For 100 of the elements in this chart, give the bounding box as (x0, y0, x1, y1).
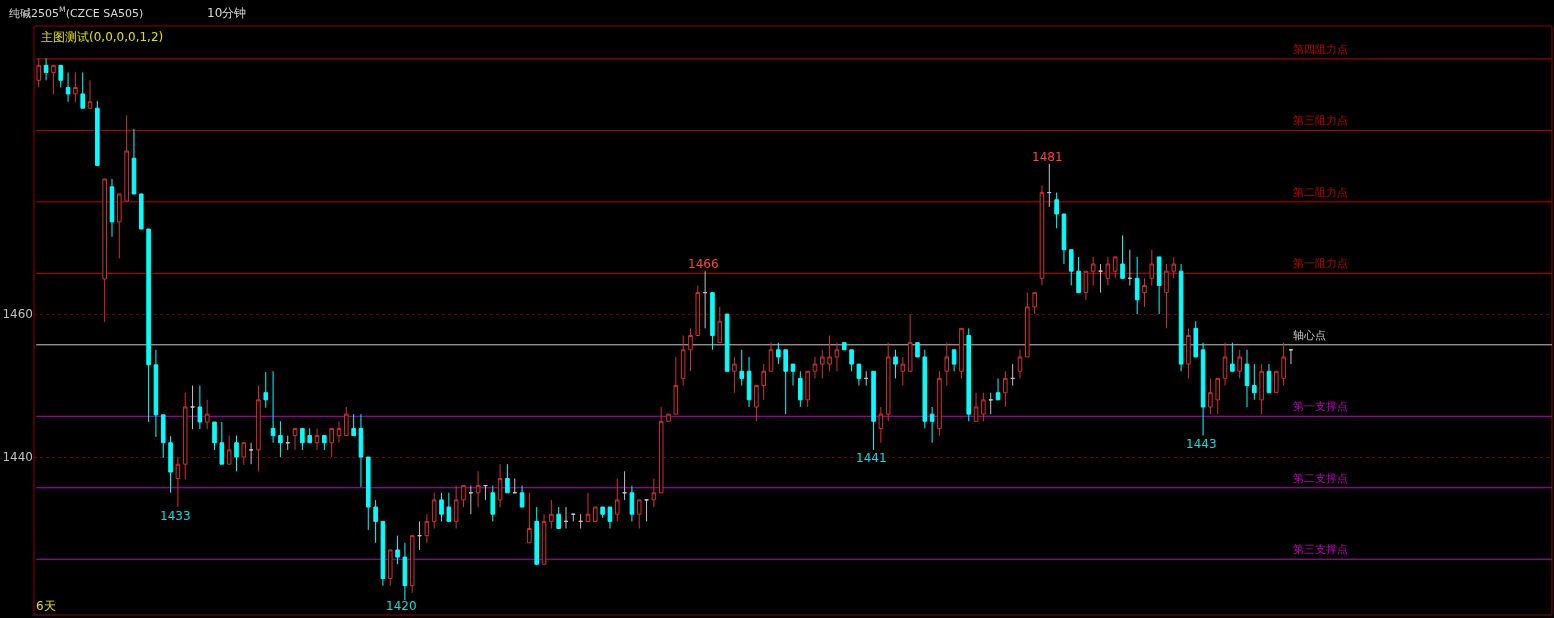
candlestick (805, 370, 810, 408)
candlestick (197, 385, 203, 430)
candlestick (732, 356, 737, 394)
candlestick (644, 499, 649, 522)
candlestick (893, 349, 898, 379)
candlestick (966, 327, 972, 422)
candlestick (468, 485, 474, 515)
candlestick (373, 499, 378, 544)
candlestick (519, 485, 525, 508)
candlestick (776, 342, 781, 365)
candlestick (1010, 363, 1015, 387)
candlestick (556, 506, 561, 530)
candlestick (439, 492, 444, 522)
candlestick (395, 535, 400, 565)
ref-line-label: 第四阻力点 (1293, 43, 1348, 56)
candlestick (307, 427, 312, 444)
candlestick (710, 292, 715, 351)
candlestick (534, 506, 539, 565)
candlestick (73, 71, 78, 103)
candlestick (1222, 342, 1228, 387)
annotation: 1420 (386, 599, 417, 613)
candlestick (768, 342, 774, 372)
candlestick (446, 492, 452, 522)
candlestick (622, 470, 627, 501)
candlestick (160, 414, 166, 459)
candlestick (959, 327, 964, 379)
candlestick (944, 342, 950, 387)
candlestick (248, 442, 254, 465)
candlestick (761, 363, 766, 401)
candlestick (387, 549, 393, 587)
candlestick (329, 427, 334, 458)
candlestick (629, 485, 635, 522)
candlestick (431, 492, 437, 530)
candlestick (812, 356, 818, 379)
candlestick (1178, 263, 1184, 372)
candlestick (592, 506, 598, 522)
candlestick (1230, 342, 1235, 372)
candlestick (614, 477, 620, 522)
candlestick (131, 128, 137, 195)
candlestick (95, 100, 100, 166)
candlestick (636, 499, 642, 530)
candlestick (505, 463, 510, 494)
chart-subtitle: 10分钟 (207, 6, 247, 20)
candlestick (973, 392, 979, 422)
candlestick (951, 349, 957, 372)
candlestick (483, 485, 488, 501)
candlestick (673, 356, 679, 415)
candlestick (175, 456, 181, 508)
candlestick (314, 427, 320, 451)
candlestick (1252, 363, 1257, 401)
candlestick (1156, 256, 1162, 315)
candlestick (512, 477, 518, 494)
candlestick (915, 342, 920, 358)
ref-line-label: 第二支撑点 (1293, 472, 1348, 485)
ref-line-label: 第一阻力点 (1293, 257, 1348, 270)
candlestick (300, 427, 305, 451)
candlestick (219, 421, 225, 465)
candlestick (1003, 370, 1008, 408)
candlestick (453, 485, 459, 530)
candlestick (424, 513, 430, 544)
chart-title: 纯碱2505$^{M}$(CZCE SA505) (9, 5, 144, 20)
candlestick (402, 542, 408, 601)
candlestick (1047, 163, 1052, 208)
y-tick-label: 1460 (2, 307, 33, 322)
candlestick (907, 313, 913, 372)
candlestick (1149, 249, 1155, 286)
candlestick (1288, 349, 1294, 365)
candlestick (1281, 342, 1286, 387)
candlestick (365, 456, 371, 531)
candlestick (234, 435, 239, 472)
candlestick (322, 435, 327, 451)
candlestick (358, 413, 364, 488)
candlestick (995, 377, 1001, 401)
candlestick (600, 506, 605, 519)
ref-line-label: 第三阻力点 (1293, 114, 1348, 127)
candlestick (497, 463, 503, 508)
candlestick (336, 420, 342, 444)
candlestick (1215, 377, 1221, 415)
candlestick (102, 178, 107, 323)
ref-line-label: 轴心点 (1293, 329, 1326, 342)
candlestick (146, 228, 151, 423)
candlestick (900, 356, 906, 387)
candlestick (1259, 363, 1264, 415)
candlestick (1237, 349, 1242, 379)
candlestick (80, 71, 85, 109)
annotation: 主图测试(0,0,0,0,1,2) (41, 30, 164, 44)
candlestick (1032, 292, 1037, 315)
candlestick (292, 427, 298, 451)
candlestick (1068, 249, 1074, 286)
candlestick (863, 370, 869, 387)
candlestick (688, 327, 693, 372)
candlestick (856, 363, 862, 387)
candlestick (58, 64, 64, 88)
ref-line-label: 第一支撑点 (1293, 400, 1348, 413)
candlestick (790, 363, 796, 387)
candlestick (739, 349, 745, 387)
candlestick (666, 413, 671, 422)
candlestick (226, 435, 232, 465)
candlestick (922, 349, 928, 429)
candlestick (754, 385, 759, 422)
